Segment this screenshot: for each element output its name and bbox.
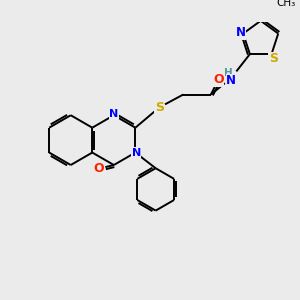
Text: O: O — [213, 73, 224, 86]
Text: N: N — [132, 148, 141, 158]
Text: N: N — [236, 26, 245, 39]
Text: N: N — [226, 74, 236, 87]
Text: S: S — [269, 52, 278, 65]
Text: N: N — [109, 109, 119, 119]
Text: H: H — [224, 68, 233, 78]
Text: O: O — [94, 162, 104, 175]
Text: CH₃: CH₃ — [276, 0, 296, 8]
Text: S: S — [155, 101, 164, 114]
